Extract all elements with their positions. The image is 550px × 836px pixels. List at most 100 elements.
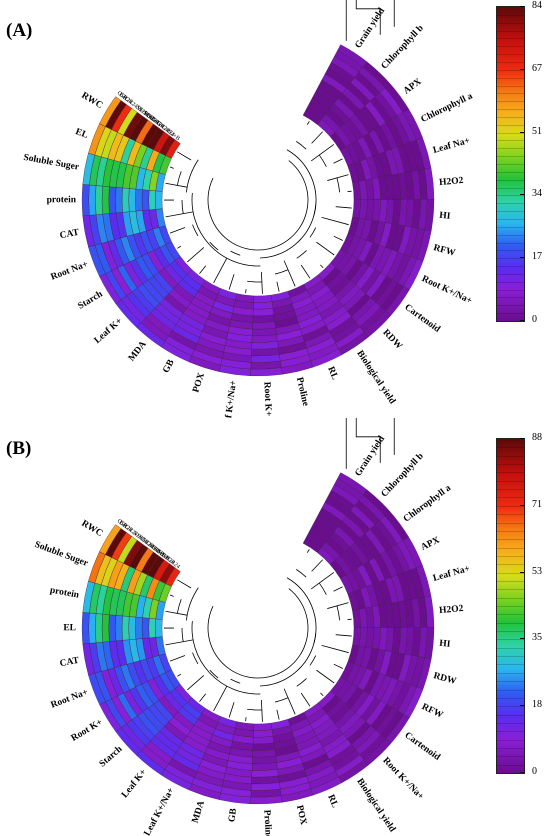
colorbar-band	[497, 597, 524, 599]
colorbar-tick-label: 17	[532, 251, 542, 263]
heatmap-cell	[95, 185, 103, 215]
heatmap-cell	[141, 189, 150, 211]
colorbar-band	[497, 211, 524, 213]
row-label: Leaf Na+	[432, 136, 471, 156]
colorbar-band	[497, 664, 524, 666]
row-label: RFW	[420, 702, 445, 721]
colorbar-band	[497, 689, 524, 691]
colorbar-tick-label: 0	[532, 766, 537, 777]
row-label: POX	[191, 372, 207, 394]
heatmap-cell	[121, 615, 130, 641]
colorbar-band	[497, 530, 524, 532]
colorbar-band	[497, 580, 524, 582]
colorbar-band	[497, 258, 524, 260]
colorbar-band	[497, 38, 524, 40]
row-label: Root K+/Na+	[420, 274, 473, 306]
heatmap-cell	[253, 294, 273, 303]
heatmap-cell	[88, 612, 97, 644]
row-label: protein	[49, 586, 80, 601]
colorbar-band	[497, 14, 524, 16]
row-label: EL	[74, 127, 89, 141]
colorbar-band	[497, 164, 524, 165]
colorbar-band	[497, 250, 524, 252]
colorbar-band	[497, 30, 524, 32]
heatmap-cell	[148, 190, 156, 211]
colorbar-tick-mark	[520, 705, 524, 707]
row-label: Root Na+	[50, 260, 90, 283]
heatmap-cell	[155, 190, 163, 210]
row-label: Root Na+	[50, 688, 90, 711]
heatmap-cell	[115, 187, 123, 214]
heatmap-cells	[81, 44, 435, 377]
heatmap-cell	[252, 321, 276, 330]
colorbar-band	[497, 101, 524, 103]
colorbar-band	[497, 124, 524, 126]
colorbar-band	[497, 514, 524, 516]
heatmap-cell	[101, 185, 110, 215]
row-label: Leaf K+/Na+	[143, 786, 177, 836]
colorbar-band	[497, 497, 524, 499]
colorbar-band	[497, 739, 524, 741]
row-label: Soluble Suger	[23, 153, 81, 173]
colorbar-tick-label: 88	[532, 432, 542, 443]
heatmap-cell	[99, 524, 122, 555]
column-label: C	[116, 518, 123, 525]
colorbar-band	[497, 639, 524, 641]
colorbar-band	[497, 539, 524, 541]
row-label: protein	[47, 195, 77, 205]
row-label: Root K+	[70, 717, 105, 743]
row-label: Proline	[294, 376, 310, 407]
panel-a: (A) Grain yield Chlorophyll b APX Chlorophy…	[6, 0, 542, 418]
row-label: Chlorophyll a	[402, 483, 453, 524]
colorbar-band	[497, 61, 524, 63]
colorbar-band	[497, 455, 524, 457]
colorbar-band	[497, 631, 524, 633]
colorbar-tick-label: 67	[532, 62, 542, 74]
row-label: Starch	[76, 289, 105, 312]
heatmap-cell	[108, 614, 117, 642]
colorbar-tick-label: 35	[532, 632, 542, 644]
colorbar-band	[497, 203, 524, 205]
colorbar-band	[497, 731, 524, 733]
row-label: CAT	[59, 228, 80, 241]
row-label: HI	[439, 639, 451, 650]
colorbar-band	[497, 226, 524, 228]
colorbar	[496, 6, 525, 322]
colorbar-band	[497, 480, 524, 482]
row-label: Cartenoid	[403, 731, 443, 764]
colorbar-band	[497, 555, 524, 557]
colorbar-band	[497, 564, 524, 566]
colorbar-tick-label: 34	[532, 188, 542, 200]
column-label: S2	[146, 113, 155, 122]
colorbar-tick-mark	[520, 772, 524, 773]
heatmap-cell	[253, 301, 274, 310]
colorbar-band	[497, 505, 524, 507]
panel-b: (B) Grain yield Chlorophyll b Chlorophyll …	[0, 418, 550, 836]
heatmap-cell	[101, 613, 110, 643]
colorbar-band	[497, 148, 524, 150]
colorbar-tick-mark	[520, 257, 524, 259]
heatmap-cells	[81, 472, 435, 805]
row-label: Grain yield	[353, 6, 387, 51]
colorbar-band	[497, 195, 524, 197]
colorbar-band	[497, 672, 524, 674]
column-label: S1	[135, 533, 144, 542]
colorbar-tick-mark	[520, 194, 524, 196]
heatmap-cell	[252, 314, 275, 323]
colorbar-band	[497, 589, 524, 591]
colorbar-tick-mark	[520, 571, 524, 573]
colorbar-band	[497, 756, 524, 758]
colorbar-band	[497, 289, 524, 291]
colorbar-band	[497, 187, 524, 189]
row-label: Leaf Na+	[432, 564, 471, 584]
heatmap-cell	[252, 308, 275, 317]
panel-label: (A)	[6, 20, 33, 41]
heatmap-cell	[128, 616, 137, 640]
heatmap-cell	[135, 188, 143, 212]
colorbar-band	[497, 77, 524, 79]
colorbar-band	[497, 447, 524, 449]
row-label: Chlorophyll b	[380, 451, 426, 499]
colorbar-tick-label: 53	[532, 565, 542, 577]
row-label: Grain yield	[353, 434, 387, 479]
